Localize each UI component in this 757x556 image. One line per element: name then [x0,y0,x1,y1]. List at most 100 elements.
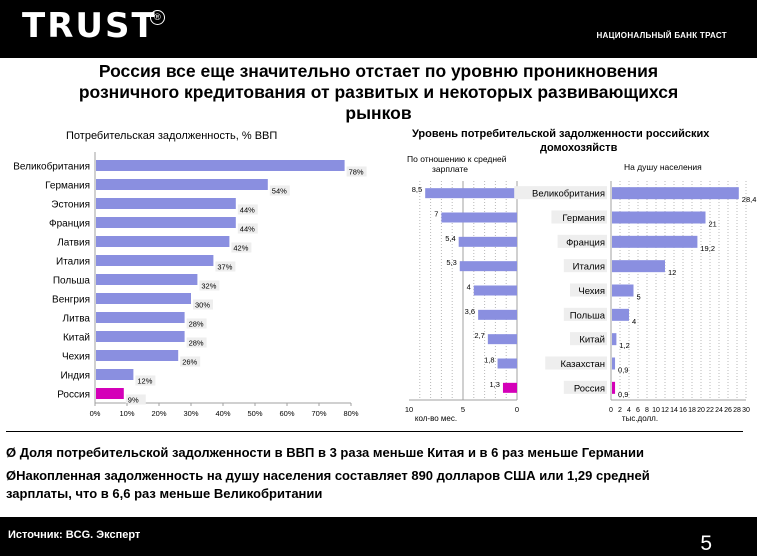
x-tick-label: 8 [645,407,649,414]
value-label: 1,3 [490,380,500,389]
value-label: 28% [189,320,204,329]
value-label-bg [193,299,213,310]
value-label-bg [186,337,207,348]
bar [96,198,236,209]
bar [497,358,517,369]
left-chart-title: Потребительская задолженность, % ВВП [66,130,278,142]
bar [612,333,617,346]
value-label: 30% [195,301,210,310]
x-tick-label: 6 [636,407,640,414]
value-label-bg [135,375,156,386]
x-tick-label: 50% [247,409,262,418]
divider-line [6,431,743,432]
value-label: 1,2 [619,341,629,350]
per-capita-chart: Великобритания 28,4 Германия 21 Франция 19,2 И… [514,181,756,423]
bar [96,179,268,190]
bar [612,235,698,248]
value-label: 32% [201,282,216,291]
bar [96,293,191,304]
x-tick-label: 12 [661,407,669,414]
slide-title: Россия все еще значительно отстает по ур… [20,61,737,124]
value-label: 44% [240,225,255,234]
right-section-title-1: Уровень потребительской задолженности ро… [412,128,710,140]
category-label: Франция [566,237,605,248]
bar [425,188,517,199]
x-tick-label: 30% [183,409,198,418]
category-label: Россия [574,383,605,394]
category-label-bg [514,186,607,200]
category-label: Латвия [57,238,90,249]
category-label: Россия [57,390,90,401]
x-tick-label: 10 [652,407,660,414]
value-label: 12 [668,268,676,277]
category-label-bg [570,332,607,346]
value-label-bg [231,242,252,253]
page-number: 5 [700,532,712,555]
x-tick-label: 80% [343,409,358,418]
bar [612,381,616,394]
bar [96,312,185,323]
category-label: Великобритания [13,161,90,173]
bar [502,382,517,393]
category-label-bg [563,380,607,394]
x-tick-label: 14 [670,407,678,414]
value-label: 1,8 [484,356,494,365]
x-tick-label: 70% [311,409,326,418]
value-label: 8,5 [412,185,422,194]
value-label: 42% [233,244,248,253]
trust-logo: TRUST [22,6,157,46]
value-label-bg [186,318,207,329]
category-label: Казахстан [560,359,605,370]
bar [612,260,665,273]
middle-chart-note-2: зарплате [432,164,468,174]
x-tick-label: 24 [715,407,723,414]
category-label-bg [545,356,607,370]
bar [96,369,134,380]
category-label-bg [563,307,607,321]
footer-bar: Источник: BCG. Эксперт 5 [0,517,757,556]
category-label: Великобритания [532,189,605,200]
value-label-bg [269,185,290,196]
right-section-title-2: домохозяйств [540,142,618,154]
value-label-bg [215,261,236,272]
value-label: 28% [189,339,204,348]
x-tick-label: 30 [742,407,750,414]
value-label: 4 [632,317,636,326]
value-label: 0,9 [618,366,628,375]
x-tick-label: 5 [461,405,465,414]
title-line-3: рынков [345,103,412,123]
bar [96,255,214,266]
x-tick-label: 0 [515,405,519,414]
x-axis-title: тыс.долл. [622,414,658,423]
category-label: Польша [570,310,606,321]
value-label-bg [125,394,146,405]
category-label-bg [551,210,607,224]
value-label: 2,7 [474,331,484,340]
category-label: Индия [60,371,90,382]
bar [96,388,124,399]
category-label-bg [570,283,607,297]
category-label: Польша [53,276,91,287]
bar [96,217,236,228]
value-label: 4 [467,283,471,292]
value-label: 37% [217,263,232,272]
value-label: 3,6 [465,307,475,316]
x-tick-label: 4 [627,407,631,414]
category-label: Чехия [62,352,90,363]
x-tick-label: 40% [215,409,230,418]
bar [96,160,345,171]
category-label-bg [563,259,607,273]
category-label: Китай [579,335,605,346]
value-label: 19,2 [700,244,715,253]
x-tick-label: 60% [279,409,294,418]
salary-months-chart: 8,5 7 5,4 5,3 4 3,6 2,7 1,8 1,3 10 5 0 кол-во мес. [405,181,519,423]
x-tick-label: 16 [679,407,687,414]
value-label: 44% [240,206,255,215]
category-label: Чехия [578,286,605,297]
bullet-2-line-1: ØНакопленная задолженность на душу насел… [6,468,650,483]
category-label: Венгрия [52,295,90,306]
x-axis-title: кол-во мес. [415,414,457,423]
value-label-bg [180,356,201,367]
x-tick-label: 2 [618,407,622,414]
